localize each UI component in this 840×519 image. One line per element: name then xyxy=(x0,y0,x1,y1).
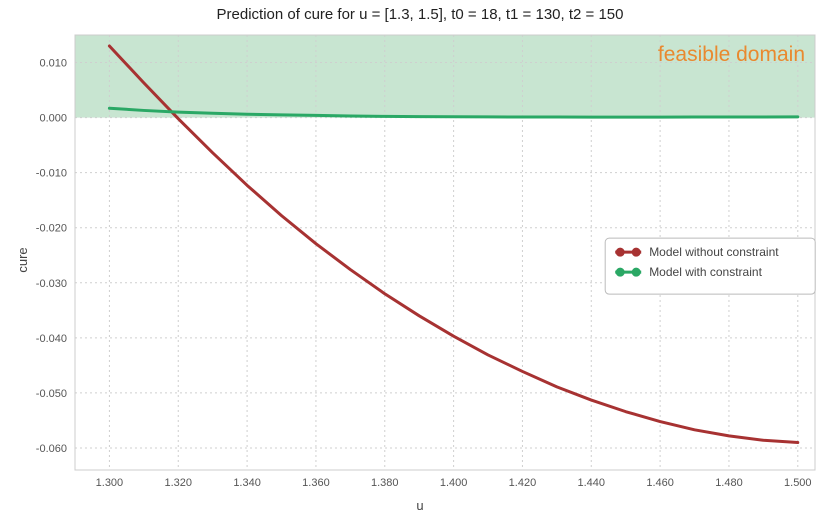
legend-label: Model with constraint xyxy=(649,265,762,279)
x-tick-label: 1.320 xyxy=(164,477,192,489)
legend-marker-icon xyxy=(616,268,625,277)
x-tick-label: 1.300 xyxy=(96,477,124,489)
legend-marker-icon xyxy=(616,248,625,257)
legend-marker-icon xyxy=(632,248,641,257)
x-tick-label: 1.360 xyxy=(302,477,330,489)
y-tick-label: 0.010 xyxy=(39,58,67,70)
x-tick-label: 1.440 xyxy=(578,477,606,489)
chart-container: Prediction of cure for u = [1.3, 1.5], t… xyxy=(0,0,840,519)
feasible-domain-label: feasible domain xyxy=(658,43,805,66)
legend-label: Model without constraint xyxy=(649,245,779,259)
x-tick-label: 1.400 xyxy=(440,477,468,489)
legend: Model without constraint Model with const… xyxy=(605,238,815,294)
legend-marker-icon xyxy=(632,268,641,277)
x-tick-label: 1.460 xyxy=(646,477,674,489)
y-tick-label: 0.000 xyxy=(39,113,67,125)
chart-svg: 1.300 1.320 1.340 1.360 1.380 1.400 1.420 1.440… xyxy=(0,0,840,519)
y-tick-label: -0.050 xyxy=(36,388,67,400)
x-tick-label: 1.480 xyxy=(715,477,743,489)
y-tick-label: -0.030 xyxy=(36,278,67,290)
x-tick-label: 1.380 xyxy=(371,477,399,489)
y-tick-label: -0.040 xyxy=(36,333,67,345)
x-tick-label: 1.340 xyxy=(233,477,261,489)
y-tick-label: -0.020 xyxy=(36,223,67,235)
x-tick-label: 1.500 xyxy=(784,477,812,489)
x-tick-label: 1.420 xyxy=(509,477,537,489)
y-tick-label: -0.010 xyxy=(36,168,67,180)
y-tick-label: -0.060 xyxy=(36,443,67,455)
